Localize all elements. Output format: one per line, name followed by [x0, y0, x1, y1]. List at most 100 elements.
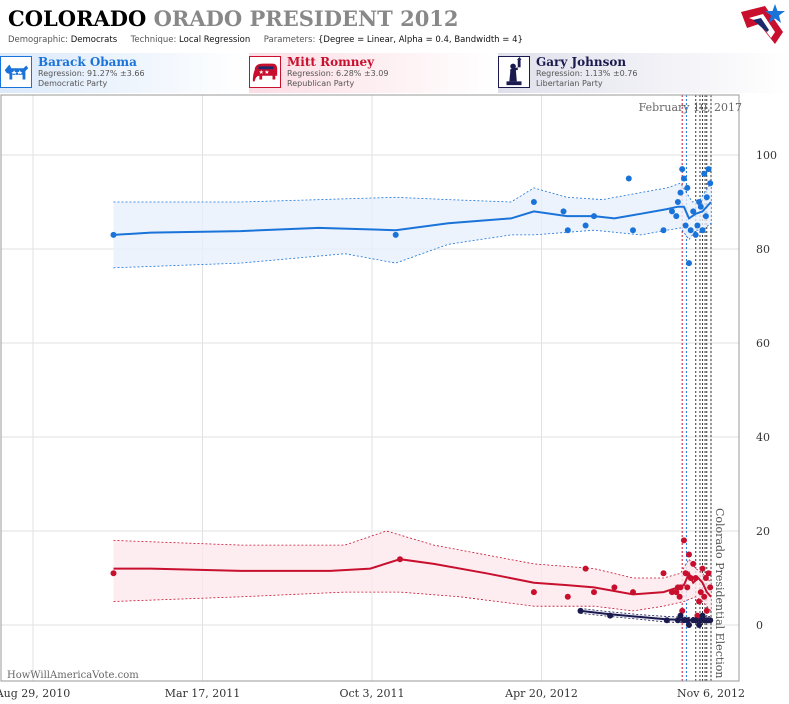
x-tick-label: Aug 29, 2010 [0, 687, 70, 700]
barack-obama-point [625, 175, 632, 182]
y-tick-label: 80 [756, 243, 770, 256]
barack-obama-point [684, 184, 691, 191]
title-state: COLORADO [8, 6, 147, 31]
candidate-party: Libertarian Party [536, 79, 603, 88]
mitt-romney-point [696, 598, 703, 605]
gary-johnson-point [663, 617, 670, 624]
x-tick-label: Apr 20, 2012 [504, 687, 578, 700]
mitt-romney-lower-bound [113, 591, 712, 612]
mitt-romney-point [680, 537, 687, 544]
barack-obama-point [560, 208, 567, 215]
barack-obama-point [669, 208, 675, 215]
mitt-romney-point [694, 612, 701, 619]
date-label: February 10, 2017 [639, 101, 742, 114]
mitt-romney-point [676, 593, 683, 600]
page-title: COLORADO ORADO PRESIDENT 2012 [8, 6, 459, 31]
mitt-romney-point [530, 589, 537, 596]
parameters-label: Parameters: [263, 35, 316, 45]
barack-obama-point [679, 166, 686, 173]
barack-obama-upper-bound [113, 182, 712, 203]
barack-obama-point [694, 222, 701, 229]
barack-obama-point [392, 231, 399, 238]
barack-obama-point [660, 227, 667, 234]
gary-johnson-point [696, 622, 703, 628]
mitt-romney-point [564, 593, 571, 600]
x-tick-label: Oct 3, 2011 [339, 687, 404, 700]
mitt-romney-point [692, 575, 699, 581]
gary-johnson-point [677, 612, 684, 619]
mitt-romney-point [690, 560, 697, 567]
barack-obama-point [687, 227, 694, 234]
barack-obama-point [686, 260, 692, 267]
mitt-romney-point [673, 589, 680, 596]
mitt-romney-point [687, 575, 694, 581]
x-axis: Aug 29, 2010 Mar 17, 2011 Oct 3, 2011 Apr 2… [0, 687, 745, 700]
mitt-romney-point [701, 593, 708, 600]
legend-item-johnson: Gary Johnson Regression: 1.13% ±0.76 Lib… [498, 53, 789, 93]
gary-johnson-point [686, 622, 692, 628]
mitt-romney-point [677, 584, 684, 591]
candidate-party: Republican Party [287, 79, 355, 88]
barack-obama-point [682, 222, 689, 229]
mitt-romney-band [113, 531, 711, 611]
chart: 0 20 40 60 80 100 Aug 29, 2010 Mar 17, 2011 Oct… [0, 94, 777, 700]
mitt-romney-point [703, 607, 710, 614]
y-tick-label: 20 [756, 525, 770, 538]
candidate-regression: Regression: 6.28% ±3.09 [287, 69, 389, 78]
event-label: Colorado Presidential Election [713, 508, 726, 679]
barack-obama-point [591, 213, 597, 220]
mitt-romney-point [705, 570, 712, 577]
barack-obama-point [702, 213, 709, 220]
mitt-romney-point [684, 584, 691, 591]
barack-obama-point [677, 189, 684, 196]
confidence-bands [113, 182, 712, 623]
x-tick-label: Mar 17, 2011 [165, 687, 241, 700]
gary-johnson-lower-bound [580, 612, 711, 623]
mitt-romney-point [582, 565, 589, 572]
mitt-romney-point [630, 589, 636, 596]
y-tick-label: 40 [756, 431, 770, 444]
logo-icon [741, 4, 785, 44]
barack-obama-band [113, 183, 711, 268]
barack-obama-point [680, 175, 687, 182]
subtitle: Demographic: Democrats Technique: Local … [8, 35, 523, 45]
header: COLORADO ORADO PRESIDENT 2012 Demographi… [0, 0, 789, 52]
gary-johnson-point [699, 612, 706, 619]
demographic-label: Demographic: [8, 35, 69, 45]
barack-obama-point [674, 199, 681, 205]
mitt-romney-point [679, 607, 686, 614]
gary-johnson-point [692, 617, 699, 624]
barack-obama-point [110, 231, 117, 238]
barack-obama-point [530, 199, 537, 205]
candidate-party: Democratic Party [38, 79, 108, 88]
plot-frame [0, 94, 740, 682]
y-tick-label: 60 [756, 337, 770, 350]
mitt-romney-point [707, 584, 714, 591]
demographic-value: Democrats [70, 35, 118, 45]
barack-obama-point [701, 170, 708, 177]
elephant-icon [249, 56, 281, 88]
barack-obama-point [699, 227, 706, 234]
gary-johnson-point [707, 617, 714, 624]
gary-johnson-point [607, 612, 614, 619]
candidate-name: Barack Obama [38, 55, 137, 69]
donkey-icon [0, 56, 32, 88]
candidate-regression: Regression: 1.13% ±0.76 [536, 69, 638, 78]
gary-johnson-point [684, 617, 691, 624]
y-axis: 0 20 40 60 80 100 [756, 149, 777, 632]
legend-item-obama: Barack Obama Regression: 91.27% ±3.66 De… [0, 53, 246, 93]
gary-johnson-point [674, 617, 681, 624]
mitt-romney-point [397, 556, 403, 563]
technique-label: Technique: [130, 35, 177, 45]
mitt-romney-point [697, 589, 704, 596]
mitt-romney-point [686, 551, 692, 558]
mitt-romney-point [110, 570, 117, 577]
barack-obama-point [703, 194, 710, 201]
gary-johnson-point [577, 607, 584, 614]
y-tick-label: 100 [756, 149, 777, 162]
mitt-romney-point [682, 570, 689, 577]
gary-johnson-upper-bound [580, 608, 712, 618]
barack-obama-lower-bound [113, 222, 712, 269]
x-tick-label: Nov 6, 2012 [677, 687, 745, 700]
legend-item-romney: Mitt Romney Regression: 6.28% ±3.09 Repu… [249, 53, 495, 93]
